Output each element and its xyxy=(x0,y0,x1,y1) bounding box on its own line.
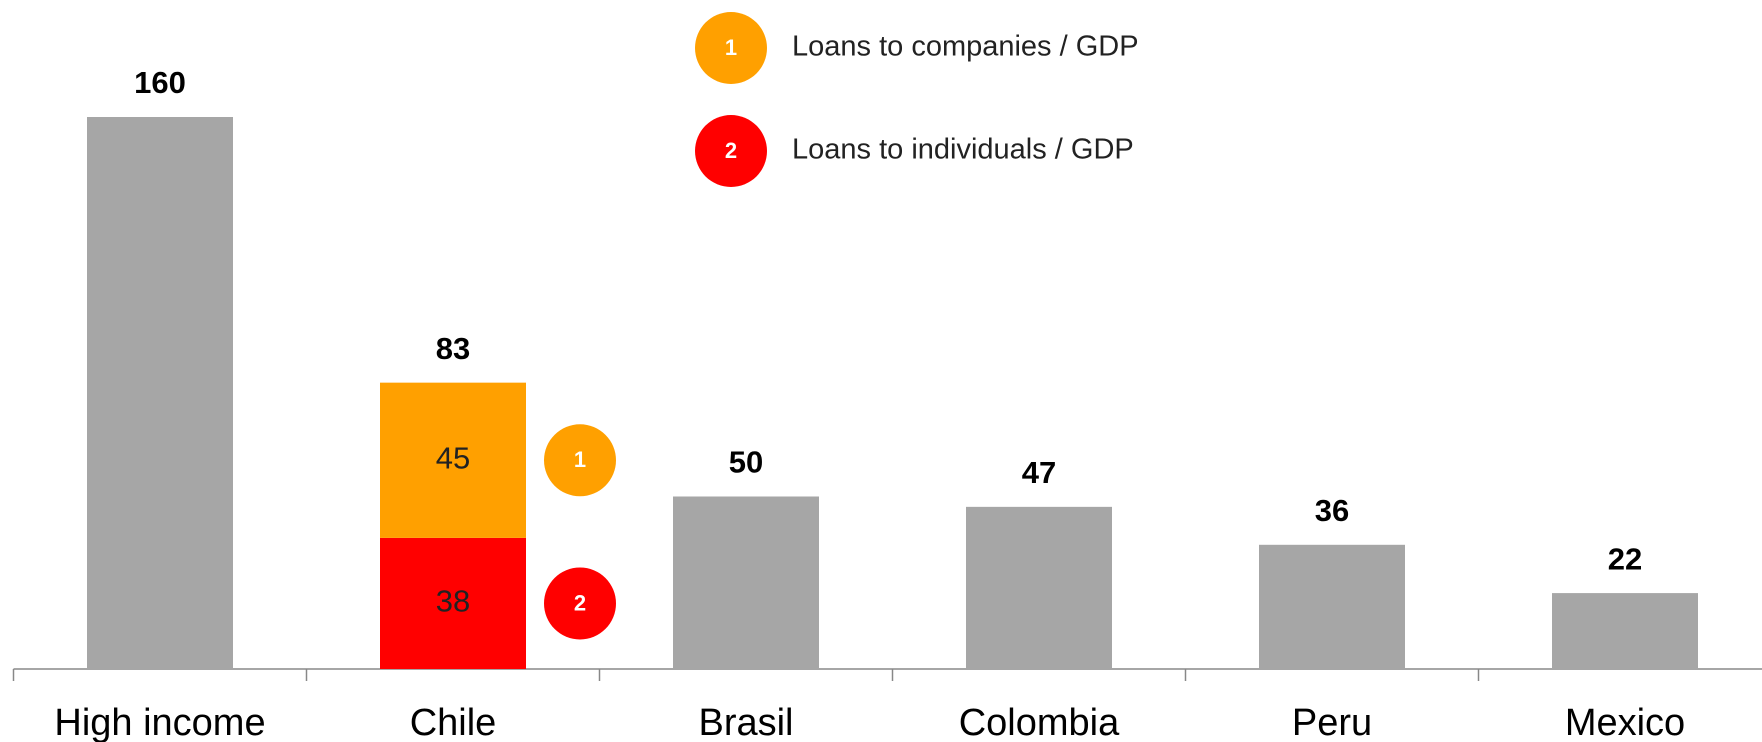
bar-segment xyxy=(380,382,526,538)
x-tick-label: Chile xyxy=(410,702,497,742)
segment-badge: 1 xyxy=(574,447,586,472)
x-tick-label: Colombia xyxy=(959,702,1120,742)
legend-label: Loans to individuals / GDP xyxy=(792,134,1134,166)
legend-badge: 2 xyxy=(725,138,737,163)
x-tick-label: Brasil xyxy=(698,702,793,742)
total-label: 22 xyxy=(1608,541,1642,576)
bar xyxy=(1259,544,1405,669)
total-label: 50 xyxy=(729,445,763,480)
segment-badge: 2 xyxy=(574,590,586,615)
x-tick-label: High income xyxy=(54,702,265,742)
bar-segment xyxy=(380,537,526,669)
segment-label: 38 xyxy=(436,584,470,619)
total-label: 36 xyxy=(1315,493,1349,528)
bar xyxy=(87,117,233,669)
x-tick-label: Mexico xyxy=(1565,702,1685,742)
legend-marker xyxy=(695,115,767,187)
total-label: 83 xyxy=(436,331,470,366)
bar xyxy=(673,496,819,669)
x-tick-label: Peru xyxy=(1292,702,1372,742)
legend-badge: 1 xyxy=(725,35,737,60)
legend-label: Loans to companies / GDP xyxy=(792,31,1139,63)
total-label: 160 xyxy=(134,65,186,100)
bar xyxy=(1552,593,1698,669)
segment-label: 45 xyxy=(436,440,470,475)
segment-badge-marker xyxy=(544,424,616,497)
legend-marker xyxy=(695,12,767,84)
segment-badge-marker xyxy=(544,567,616,640)
bar xyxy=(966,506,1112,669)
total-label: 47 xyxy=(1022,455,1056,490)
